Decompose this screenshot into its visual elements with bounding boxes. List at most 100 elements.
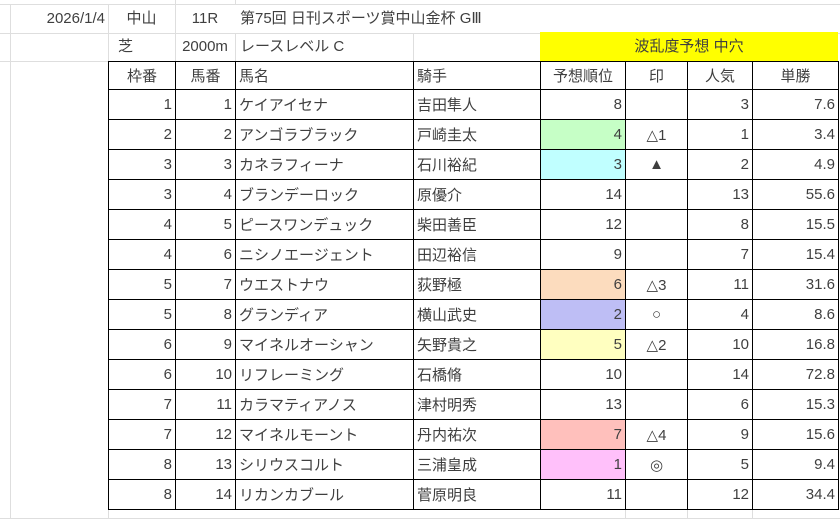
cell-uma[interactable]: 5: [175, 209, 236, 240]
cell-odds[interactable]: 15.3: [752, 389, 839, 420]
cell-waku[interactable]: 8: [108, 479, 176, 510]
cell-rank[interactable]: 10: [540, 359, 626, 390]
cell-rank[interactable]: 11: [540, 479, 626, 510]
cell-waku[interactable]: 7: [108, 389, 176, 420]
column-header-jockey[interactable]: 騎手: [413, 61, 541, 90]
cell-pop[interactable]: 5: [687, 449, 753, 480]
cell-jockey[interactable]: 吉田隼人: [413, 89, 541, 120]
cell-name[interactable]: マイネルオーシャン: [235, 329, 414, 360]
cell-waku[interactable]: 3: [108, 149, 176, 180]
prediction-banner[interactable]: 波乱度予想 中穴: [540, 32, 838, 61]
cell-jockey[interactable]: 三浦皇成: [413, 449, 541, 480]
cell-rank[interactable]: 14: [540, 179, 626, 210]
cell-rank[interactable]: 1: [540, 449, 626, 480]
cell-mark[interactable]: ○: [625, 299, 688, 330]
cell-odds[interactable]: 31.6: [752, 269, 839, 300]
cell-uma[interactable]: 8: [175, 299, 236, 330]
cell-uma[interactable]: 2: [175, 119, 236, 150]
cell-jockey[interactable]: 菅原明良: [413, 479, 541, 510]
column-header-pop[interactable]: 人気: [687, 61, 753, 90]
race-distance-cell[interactable]: 2000m: [182, 38, 228, 55]
cell-name[interactable]: カネラフィーナ: [235, 149, 414, 180]
cell-uma[interactable]: 9: [175, 329, 236, 360]
race-level-cell[interactable]: レースレベル C: [240, 38, 345, 55]
cell-name[interactable]: ウエストナウ: [235, 269, 414, 300]
cell-waku[interactable]: 2: [108, 119, 176, 150]
race-track-cell[interactable]: 中山: [126, 10, 157, 27]
cell-uma[interactable]: 1: [175, 89, 236, 120]
cell-pop[interactable]: 13: [687, 179, 753, 210]
cell-jockey[interactable]: 石橋脩: [413, 359, 541, 390]
cell-uma[interactable]: 3: [175, 149, 236, 180]
cell-name[interactable]: アンゴラブラック: [235, 119, 414, 150]
cell-mark[interactable]: [625, 479, 688, 510]
cell-jockey[interactable]: 石川裕紀: [413, 149, 541, 180]
cell-name[interactable]: グランディア: [235, 299, 414, 330]
cell-mark[interactable]: [625, 359, 688, 390]
cell-mark[interactable]: [625, 209, 688, 240]
cell-uma[interactable]: 6: [175, 239, 236, 270]
column-header-mark[interactable]: 印: [625, 61, 688, 90]
cell-odds[interactable]: 34.4: [752, 479, 839, 510]
cell-waku[interactable]: 6: [108, 329, 176, 360]
cell-mark[interactable]: △3: [625, 269, 688, 300]
cell-pop[interactable]: 4: [687, 299, 753, 330]
cell-pop[interactable]: 11: [687, 269, 753, 300]
cell-uma[interactable]: 12: [175, 419, 236, 450]
column-header-odds[interactable]: 単勝: [752, 61, 839, 90]
cell-waku[interactable]: 1: [108, 89, 176, 120]
cell-mark[interactable]: ◎: [625, 449, 688, 480]
cell-mark[interactable]: [625, 239, 688, 270]
cell-waku[interactable]: 4: [108, 209, 176, 240]
cell-rank[interactable]: 13: [540, 389, 626, 420]
cell-jockey[interactable]: 丹内祐次: [413, 419, 541, 450]
cell-mark[interactable]: △4: [625, 419, 688, 450]
cell-name[interactable]: ニシノエージェント: [235, 239, 414, 270]
cell-waku[interactable]: 6: [108, 359, 176, 390]
cell-pop[interactable]: 14: [687, 359, 753, 390]
cell-pop[interactable]: 7: [687, 239, 753, 270]
cell-waku[interactable]: 4: [108, 239, 176, 270]
cell-mark[interactable]: ▲: [625, 149, 688, 180]
cell-odds[interactable]: 16.8: [752, 329, 839, 360]
cell-waku[interactable]: 5: [108, 269, 176, 300]
cell-name[interactable]: リフレーミング: [235, 359, 414, 390]
cell-pop[interactable]: 3: [687, 89, 753, 120]
cell-uma[interactable]: 13: [175, 449, 236, 480]
cell-odds[interactable]: 7.6: [752, 89, 839, 120]
cell-odds[interactable]: 3.4: [752, 119, 839, 150]
cell-jockey[interactable]: 横山武史: [413, 299, 541, 330]
cell-odds[interactable]: 15.5: [752, 209, 839, 240]
cell-pop[interactable]: 9: [687, 419, 753, 450]
cell-waku[interactable]: 5: [108, 299, 176, 330]
race-title-cell[interactable]: 第75回 日刊スポーツ賞中山金杯 GⅢ: [240, 10, 482, 27]
race-date-cell[interactable]: 2026/1/4: [46, 10, 105, 27]
cell-rank[interactable]: 4: [540, 119, 626, 150]
column-header-name[interactable]: 馬名: [235, 61, 414, 90]
cell-name[interactable]: リカンカブール: [235, 479, 414, 510]
cell-pop[interactable]: 10: [687, 329, 753, 360]
cell-name[interactable]: マイネルモーント: [235, 419, 414, 450]
cell-rank[interactable]: 6: [540, 269, 626, 300]
cell-uma[interactable]: 14: [175, 479, 236, 510]
cell-rank[interactable]: 2: [540, 299, 626, 330]
cell-odds[interactable]: 8.6: [752, 299, 839, 330]
cell-jockey[interactable]: 原優介: [413, 179, 541, 210]
cell-rank[interactable]: 8: [540, 89, 626, 120]
column-header-waku[interactable]: 枠番: [108, 61, 176, 90]
race-number-cell[interactable]: 11R: [191, 10, 219, 27]
cell-jockey[interactable]: 田辺裕信: [413, 239, 541, 270]
cell-rank[interactable]: 3: [540, 149, 626, 180]
cell-name[interactable]: ブランデーロック: [235, 179, 414, 210]
column-header-rank[interactable]: 予想順位: [540, 61, 626, 90]
column-header-uma[interactable]: 馬番: [175, 61, 236, 90]
cell-mark[interactable]: [625, 89, 688, 120]
cell-jockey[interactable]: 戸崎圭太: [413, 119, 541, 150]
cell-jockey[interactable]: 津村明秀: [413, 389, 541, 420]
cell-uma[interactable]: 4: [175, 179, 236, 210]
cell-pop[interactable]: 1: [687, 119, 753, 150]
cell-mark[interactable]: [625, 179, 688, 210]
cell-odds[interactable]: 4.9: [752, 149, 839, 180]
cell-name[interactable]: カラマティアノス: [235, 389, 414, 420]
cell-waku[interactable]: 3: [108, 179, 176, 210]
